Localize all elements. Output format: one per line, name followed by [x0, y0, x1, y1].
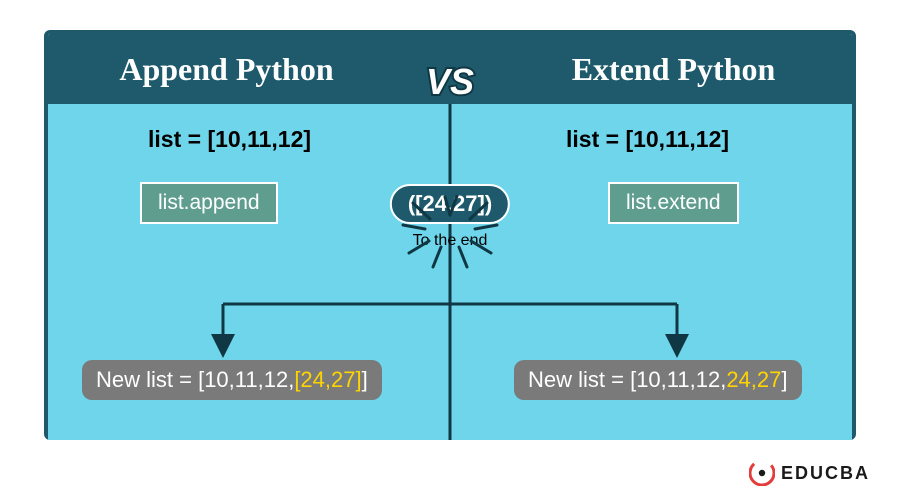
right-result-highlight: 24,27 — [726, 367, 781, 392]
header-title-right: Extend Python — [495, 51, 852, 88]
left-method-label: list.append — [158, 191, 260, 214]
header-title-left: Append Python — [48, 51, 405, 88]
right-method-label: list.extend — [626, 191, 721, 214]
left-result-prefix: New list = [10,11,12, — [96, 367, 294, 392]
vs-text: VS — [426, 61, 474, 102]
left-result-suffix: ] — [362, 367, 368, 392]
right-init-code: list = [10,11,12] — [566, 126, 729, 153]
right-result-suffix: ] — [781, 367, 787, 392]
left-result-highlight: [24,27] — [294, 367, 361, 392]
right-method-box: list.extend — [608, 182, 739, 224]
vs-burst-icon — [385, 195, 515, 275]
logo-mark-icon — [749, 460, 775, 486]
brand-logo: EDUCBA — [749, 460, 870, 486]
vs-badge-icon: VS — [405, 58, 495, 114]
right-result-prefix: New list = [10,11,12, — [528, 367, 726, 392]
right-result-box: New list = [10,11,12,24,27] — [514, 360, 802, 400]
left-init-code: list = [10,11,12] — [148, 126, 311, 153]
diagram-frame: Append Python Extend Python VS list — [44, 30, 856, 440]
left-method-box: list.append — [140, 182, 278, 224]
left-result-box: New list = [10,11,12,[24,27]] — [82, 360, 382, 400]
logo-text: EDUCBA — [781, 463, 870, 484]
